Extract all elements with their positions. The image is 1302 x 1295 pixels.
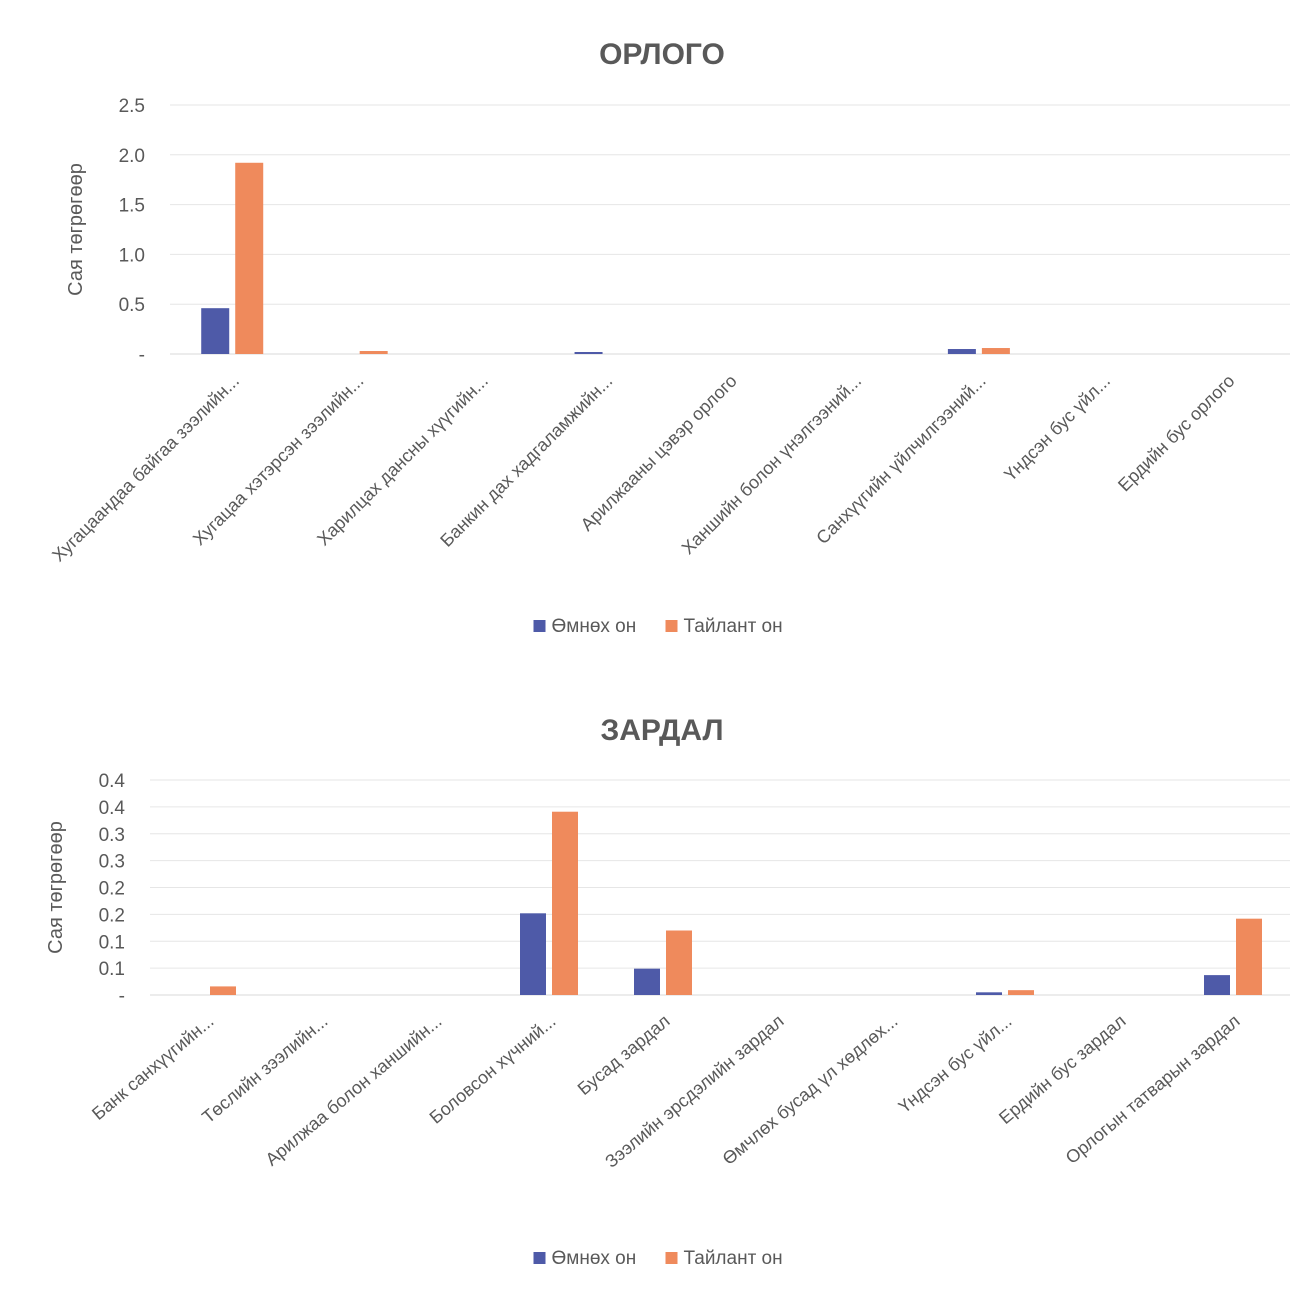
expense-y-tick-label: 0.1	[99, 959, 125, 980]
income-bar	[235, 162, 264, 354]
expense-bar	[552, 811, 578, 995]
expense-bar	[666, 930, 692, 995]
expense-y-tick-label: -	[119, 986, 125, 1007]
expense-chart: ЗАРДАЛ Сая төгрөгөөр - 0.1 0.1 0.2 0.2 0.3 0.3 0.…	[45, 714, 1290, 1269]
expense-chart-title: ЗАРДАЛ	[600, 714, 723, 747]
income-y-tick-label: 0.5	[119, 295, 145, 316]
expense-bar	[634, 968, 660, 995]
expense-legend-label: Өмнөх он	[552, 1248, 637, 1269]
expense-y-tick-label: 0.4	[99, 771, 126, 792]
expense-legend-label: Тайлант он	[684, 1248, 783, 1269]
expense-legend-swatch	[665, 1252, 678, 1264]
expense-y-tick-label: 0.3	[99, 825, 125, 846]
income-bar	[981, 348, 1010, 354]
expense-y-tick-label: 0.2	[99, 905, 125, 926]
income-chart-panel: ОРЛОГО Сая төгрөгөөр -0.5 1.0 1.5 2.0 2.5 Хугац…	[48, 38, 1290, 637]
expense-category-label: Ердийн бус зардал	[995, 1011, 1129, 1128]
income-bar	[359, 351, 388, 354]
expense-y-tick-label: 0.2	[99, 879, 125, 900]
expense-y-tick-label: 0.1	[99, 932, 125, 953]
expense-y-tick-label: 0.3	[99, 852, 125, 873]
income-legend-label: Өмнөх он	[552, 616, 637, 637]
income-bar	[574, 352, 603, 354]
income-y-tick-label: 2.0	[119, 146, 145, 167]
income-category-label: Үндсэн бус үйл...	[1000, 371, 1114, 485]
expense-bar	[976, 992, 1002, 995]
income-chart-title: ОРЛОГО	[599, 38, 725, 71]
expense-category-label: Үндсэн бус үйл...	[895, 1011, 1016, 1117]
income-legend: Өмнөх он Тайлант он	[533, 616, 783, 637]
expense-legend: Өмнөх он Тайлант он	[533, 1248, 783, 1269]
expense-bar	[210, 986, 236, 995]
income-y-tick-label: 2.5	[119, 96, 145, 117]
income-y-tick-label: 1.5	[119, 196, 145, 217]
income-bar	[947, 349, 976, 354]
expense-category-label: Бусад зардал	[574, 1011, 674, 1099]
expense-category-label: Боловсон хүчний...	[426, 1011, 560, 1128]
expense-y-axis-label: Сая төгрөгөөр	[45, 821, 67, 954]
income-legend-swatch	[533, 620, 546, 632]
expense-bar	[1008, 990, 1034, 995]
expense-bar	[1204, 975, 1230, 995]
expense-bar	[1236, 918, 1262, 995]
income-bar	[201, 308, 230, 354]
income-y-tick-label: -	[139, 345, 145, 366]
expense-chart-panel: ЗАРДАЛ Сая төгрөгөөр - 0.1 0.1 0.2 0.2 0.3 0.3 0.…	[0, 665, 1302, 1295]
income-category-label: Ердийн бус орлого	[1114, 371, 1239, 496]
income-legend-swatch	[665, 620, 678, 632]
expense-category-label: Зээлийн эрсдэлийн зардал	[601, 1011, 787, 1172]
income-y-axis-label: Сая төгрөгөөр	[65, 163, 87, 296]
expense-bar	[520, 913, 546, 995]
income-y-tick-label: 1.0	[119, 245, 145, 266]
expense-category-label: Төслийн зээлийн...	[198, 1011, 331, 1127]
expense-y-tick-label: 0.4	[99, 798, 126, 819]
expense-legend-swatch	[533, 1252, 546, 1264]
expense-category-label: Банк санхүүгийн...	[88, 1011, 217, 1124]
income-legend-label: Тайлант он	[684, 616, 783, 637]
